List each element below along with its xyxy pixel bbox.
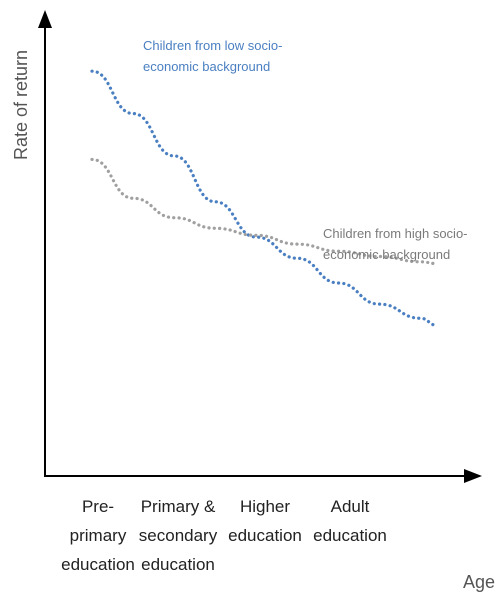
y-axis-label: Rate of return [11, 50, 31, 160]
y-axis-arrow [38, 10, 52, 28]
x-axis-label: Age [463, 572, 495, 592]
series-line-high [90, 157, 439, 266]
series-label-low: Children from low socio-economic backgro… [143, 38, 282, 74]
category-label-2: Higher education [228, 497, 302, 545]
series-group [90, 69, 439, 327]
category-label-3: Adult education [313, 497, 387, 545]
series-line-low [90, 69, 439, 327]
series-label-high: Children from high socio-economic backgr… [323, 226, 468, 262]
series-labels: Children from low socio-economic backgro… [143, 38, 468, 262]
category-label-1: Primary & secondary education [139, 497, 218, 574]
x-axis-arrow [464, 469, 482, 483]
category-label-0: Pre-primary education [61, 497, 135, 574]
